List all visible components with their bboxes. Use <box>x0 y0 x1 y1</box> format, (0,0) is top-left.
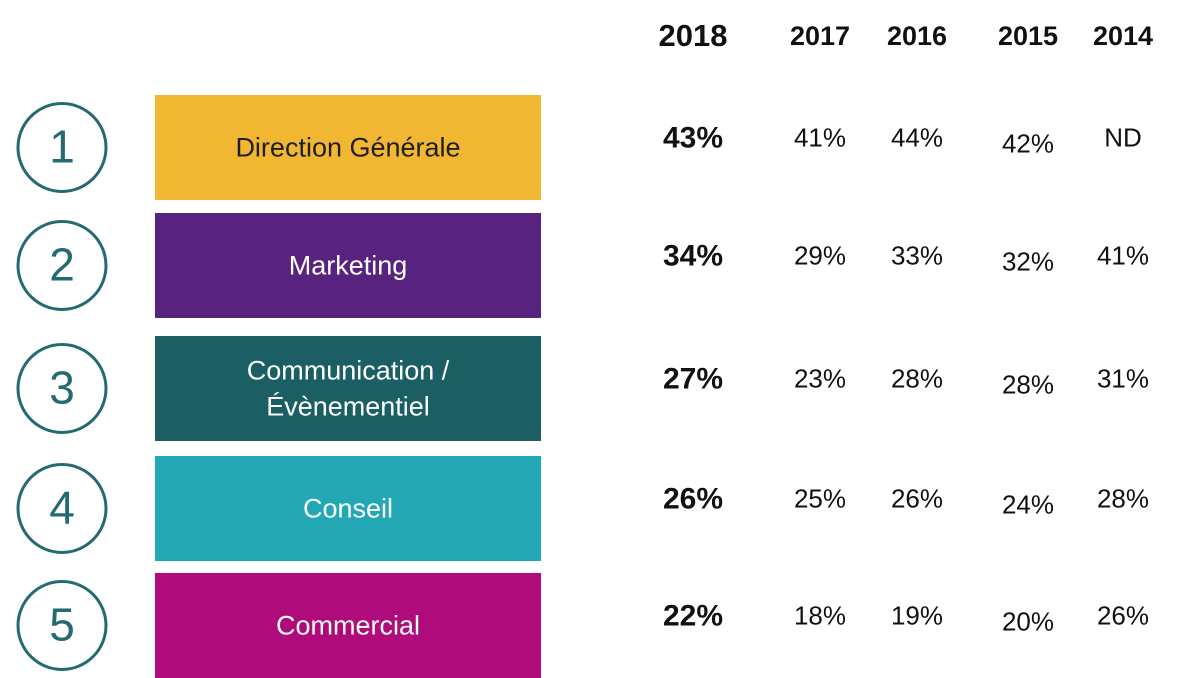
rank-circle <box>16 343 108 434</box>
rank-circle <box>16 580 108 671</box>
rank-circle <box>16 102 108 193</box>
category-box <box>155 336 541 441</box>
category-label: Évènementiel <box>266 392 430 422</box>
cell-value: 29% <box>794 240 846 270</box>
rank-circle <box>16 463 108 554</box>
rank-number: 2 <box>49 239 75 291</box>
category-label: Communication / <box>247 356 450 386</box>
cell-value: 27% <box>663 362 723 395</box>
cell-value: 33% <box>891 240 943 270</box>
column-header: 2017 <box>790 21 850 51</box>
category-label: Direction Générale <box>235 133 460 163</box>
category-box <box>155 573 541 678</box>
cell-value: 25% <box>794 483 846 513</box>
cell-value: 41% <box>794 122 846 152</box>
cell-value: 31% <box>1097 363 1149 393</box>
cell-value: 23% <box>794 363 846 393</box>
category-box <box>155 456 541 561</box>
cell-value: 28% <box>1002 369 1054 399</box>
cell-value: 34% <box>663 239 723 272</box>
rank-number: 5 <box>49 599 75 651</box>
column-header: 2015 <box>998 21 1058 51</box>
column-header: 2014 <box>1093 21 1153 51</box>
column-header: 2016 <box>887 21 947 51</box>
cell-value: 28% <box>891 363 943 393</box>
cell-value: 24% <box>1002 489 1054 519</box>
rank-number: 1 <box>49 121 75 173</box>
category-box <box>155 95 541 200</box>
cell-value: 28% <box>1097 483 1149 513</box>
cell-value: 43% <box>663 121 723 154</box>
category-label: Conseil <box>303 494 393 524</box>
cell-value: 41% <box>1097 240 1149 270</box>
cell-value: 22% <box>663 599 723 632</box>
cell-value: 26% <box>663 482 723 515</box>
cell-value: 26% <box>891 483 943 513</box>
cell-value: 32% <box>1002 246 1054 276</box>
cell-value: 19% <box>891 600 943 630</box>
column-header: 2018 <box>659 18 728 53</box>
cell-value: 18% <box>794 600 846 630</box>
cell-value: ND <box>1104 122 1142 152</box>
cell-value: 20% <box>1002 606 1054 636</box>
category-label: Marketing <box>289 251 408 281</box>
rank-number: 4 <box>49 482 75 534</box>
category-box <box>155 213 541 318</box>
cell-value: 42% <box>1002 128 1054 158</box>
category-label: Commercial <box>276 611 420 641</box>
rank-number: 3 <box>49 362 75 414</box>
cell-value: 26% <box>1097 600 1149 630</box>
rank-circle <box>16 220 108 311</box>
cell-value: 44% <box>891 122 943 152</box>
